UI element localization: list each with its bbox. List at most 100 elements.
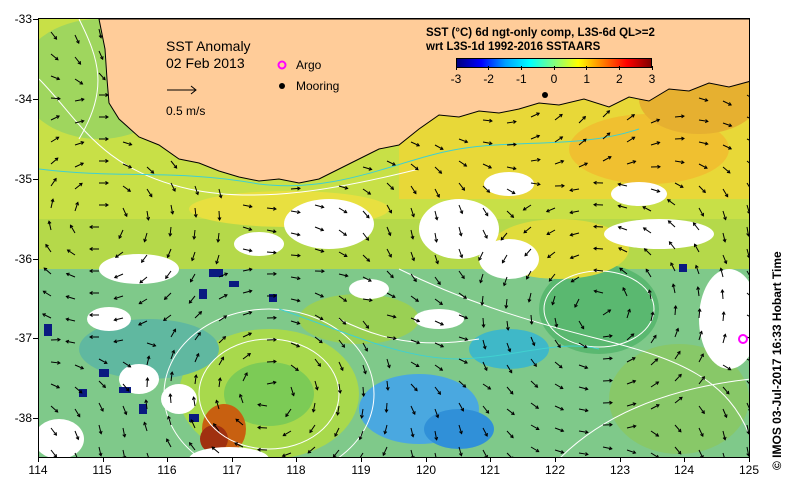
velocity-arrow <box>410 427 414 437</box>
velocity-arrow-head <box>631 136 636 141</box>
velocity-arrow-head <box>461 275 465 280</box>
velocity-arrow <box>410 405 416 415</box>
velocity-arrow-head <box>536 182 541 187</box>
velocity-arrow <box>571 276 580 283</box>
velocity-arrow-head <box>593 224 597 229</box>
velocity-arrow <box>386 292 396 298</box>
velocity-arrow <box>290 320 300 325</box>
velocity-arrow <box>722 166 731 174</box>
velocity-arrow-head <box>531 342 536 347</box>
velocity-arrow <box>386 270 394 278</box>
velocity-arrow-head <box>216 239 221 243</box>
velocity-arrow <box>98 424 102 434</box>
velocity-arrow <box>458 402 464 412</box>
velocity-arrow-head <box>320 293 325 298</box>
velocity-arrow <box>338 317 346 325</box>
velocity-arrow <box>626 309 631 319</box>
velocity-arrow <box>574 298 580 308</box>
velocity-arrow-head <box>163 317 167 321</box>
velocity-arrow <box>698 331 703 341</box>
lon-tick-mark <box>620 457 621 462</box>
velocity-arrow-head <box>365 214 370 219</box>
lat-tick-label: -34 <box>14 92 32 106</box>
velocity-arrow-head <box>704 141 709 146</box>
velocity-arrow-head <box>100 408 104 412</box>
velocity-arrow <box>50 427 57 436</box>
velocity-arrow-head <box>584 452 589 457</box>
velocity-arrow-head <box>168 233 173 237</box>
velocity-arrow-head <box>412 411 416 416</box>
velocity-arrow-head <box>570 278 575 283</box>
velocity-arrow <box>314 292 324 298</box>
velocity-arrow-head <box>248 267 253 272</box>
velocity-arrow-head <box>529 321 534 325</box>
velocity-arrow-head <box>296 210 301 215</box>
velocity-arrow <box>194 185 199 195</box>
velocity-arrow-head <box>171 349 176 354</box>
velocity-arrow <box>602 357 613 360</box>
velocity-arrow <box>722 188 729 197</box>
velocity-arrow <box>50 405 59 413</box>
velocity-arrow <box>50 31 57 40</box>
velocity-arrow <box>434 298 443 305</box>
velocity-arrow-head <box>480 302 485 306</box>
velocity-arrow <box>334 427 340 437</box>
colorbar-tick-mark <box>586 66 588 70</box>
velocity-arrow <box>50 199 54 209</box>
velocity-arrow <box>626 160 636 165</box>
velocity-arrow-head <box>697 308 702 312</box>
velocity-arrow <box>338 383 341 393</box>
velocity-arrow-head <box>318 339 323 344</box>
velocity-arrow <box>309 424 316 433</box>
velocity-arrow-head <box>481 324 486 328</box>
velocity-arrow-head <box>536 157 541 162</box>
velocity-arrow-head <box>748 277 749 278</box>
velocity-arrow <box>670 262 676 272</box>
velocity-arrow-head <box>439 367 444 371</box>
velocity-arrow-head <box>746 233 749 237</box>
velocity-arrow <box>650 188 660 193</box>
velocity-arrow <box>386 248 392 258</box>
velocity-arrow-head <box>502 282 507 287</box>
velocity-arrow <box>362 188 371 195</box>
velocity-arrow-head <box>619 267 624 272</box>
velocity-arrow <box>362 232 369 241</box>
velocity-arrow <box>554 383 564 389</box>
velocity-arrow-head <box>411 213 415 218</box>
velocity-arrow-head <box>608 446 613 451</box>
velocity-arrow-head <box>670 262 674 266</box>
velocity-arrow <box>410 141 420 147</box>
velocity-arrow <box>722 232 726 242</box>
velocity-arrow <box>578 320 585 329</box>
velocity-arrow-head <box>122 455 127 457</box>
velocity-arrow <box>362 342 368 352</box>
velocity-arrow-head <box>79 81 84 85</box>
lon-tick-mark <box>490 457 491 462</box>
velocity-arrow <box>362 364 367 374</box>
velocity-arrow <box>650 452 659 457</box>
velocity-arrow <box>650 404 660 410</box>
velocity-arrow <box>626 136 635 143</box>
velocity-arrow-head <box>123 213 128 218</box>
velocity-arrow-head <box>320 204 325 209</box>
velocity-arrow-head <box>535 426 540 431</box>
velocity-arrow <box>506 408 515 415</box>
velocity-arrow <box>746 94 749 97</box>
velocity-arrow-head <box>339 367 344 372</box>
velocity-arrow <box>722 210 727 220</box>
velocity-arrow-head <box>211 446 216 451</box>
velocity-arrow <box>650 141 660 146</box>
velocity-arrow <box>74 162 84 168</box>
velocity-arrow <box>672 284 676 294</box>
velocity-arrow-head <box>103 360 108 364</box>
velocity-arrow <box>338 207 347 214</box>
velocity-arrow <box>694 243 700 253</box>
velocity-arrow <box>746 358 749 361</box>
velocity-arrow <box>382 446 388 456</box>
velocity-arrow <box>618 247 628 253</box>
velocity-arrow-head <box>694 264 699 269</box>
velocity-arrow-head <box>726 169 731 174</box>
velocity-arrow <box>458 226 462 236</box>
velocity-arrow-head <box>297 253 301 258</box>
velocity-arrow <box>146 377 149 388</box>
